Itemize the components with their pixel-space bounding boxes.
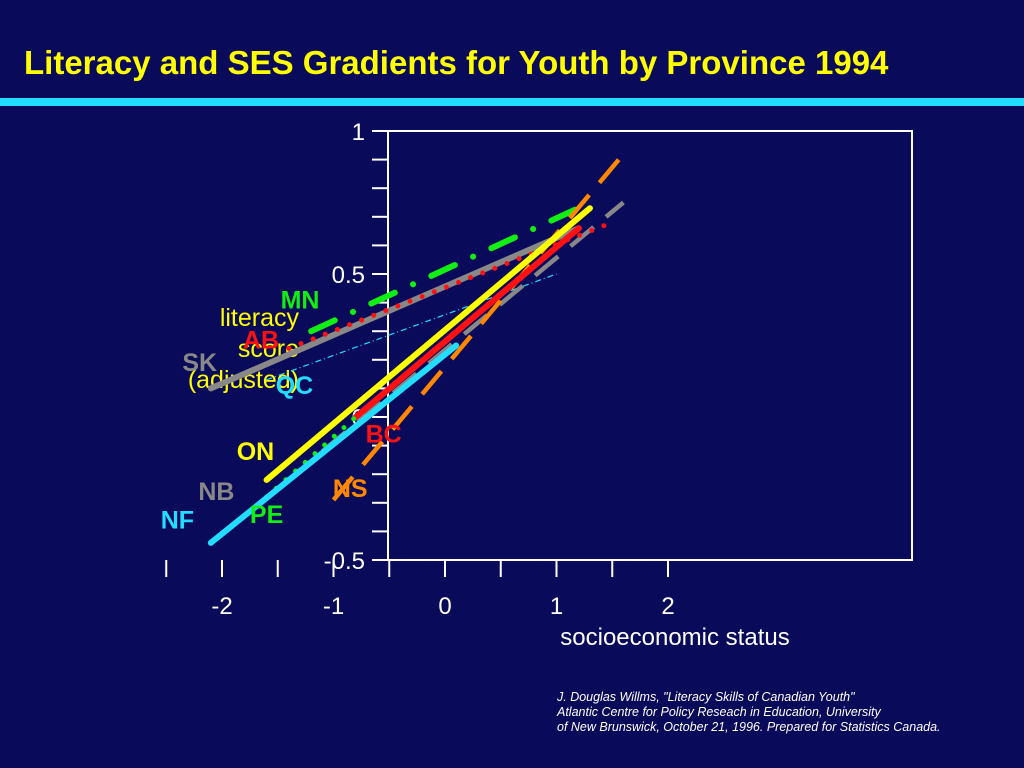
x-axis-title: socioeconomic status: [560, 624, 789, 651]
series-label-sk: SK: [182, 349, 217, 377]
x-tick-label: 1: [550, 593, 563, 620]
series-label-ns: NS: [333, 475, 368, 503]
series-label-nf: NF: [161, 507, 194, 535]
series-label-on: ON: [237, 438, 275, 466]
source-credit: J. Douglas Willms, "Literacy Skills of C…: [557, 690, 941, 735]
page-title: Literacy and SES Gradients for Youth by …: [24, 44, 889, 81]
title-divider: [0, 98, 1024, 106]
series-label-pe: PE: [250, 501, 283, 529]
series-line-on: [263, 205, 593, 483]
series-label-qc: QC: [276, 372, 314, 400]
y-tick-label: 1: [352, 119, 365, 146]
series-line-nf: [207, 342, 460, 546]
series-label-mn: MN: [281, 286, 320, 314]
x-tick-label: -1: [323, 593, 344, 620]
series-label-nb: NB: [198, 478, 234, 506]
x-tick-label: -2: [211, 593, 232, 620]
series-label-ab: AB: [243, 326, 279, 354]
series-line-bc: [352, 225, 582, 420]
series-line-ns: [331, 155, 623, 502]
x-tick-label: 0: [438, 593, 451, 620]
y-tick-label: -0.5: [324, 548, 365, 575]
credit-line-3: of New Brunswick, October 21, 1996. Prep…: [557, 720, 941, 734]
series-line-mn: [308, 202, 588, 335]
y-tick-label: 0.5: [332, 262, 365, 289]
series-label-bc: BC: [366, 421, 402, 449]
credit-line-2: Atlantic Centre for Policy Reseach in Ed…: [557, 705, 881, 719]
plot-frame: [387, 130, 913, 561]
credit-line-1: J. Douglas Willms, "Literacy Skills of C…: [557, 690, 855, 704]
x-tick-label: 2: [661, 593, 674, 620]
series-line-sk: [207, 225, 582, 392]
